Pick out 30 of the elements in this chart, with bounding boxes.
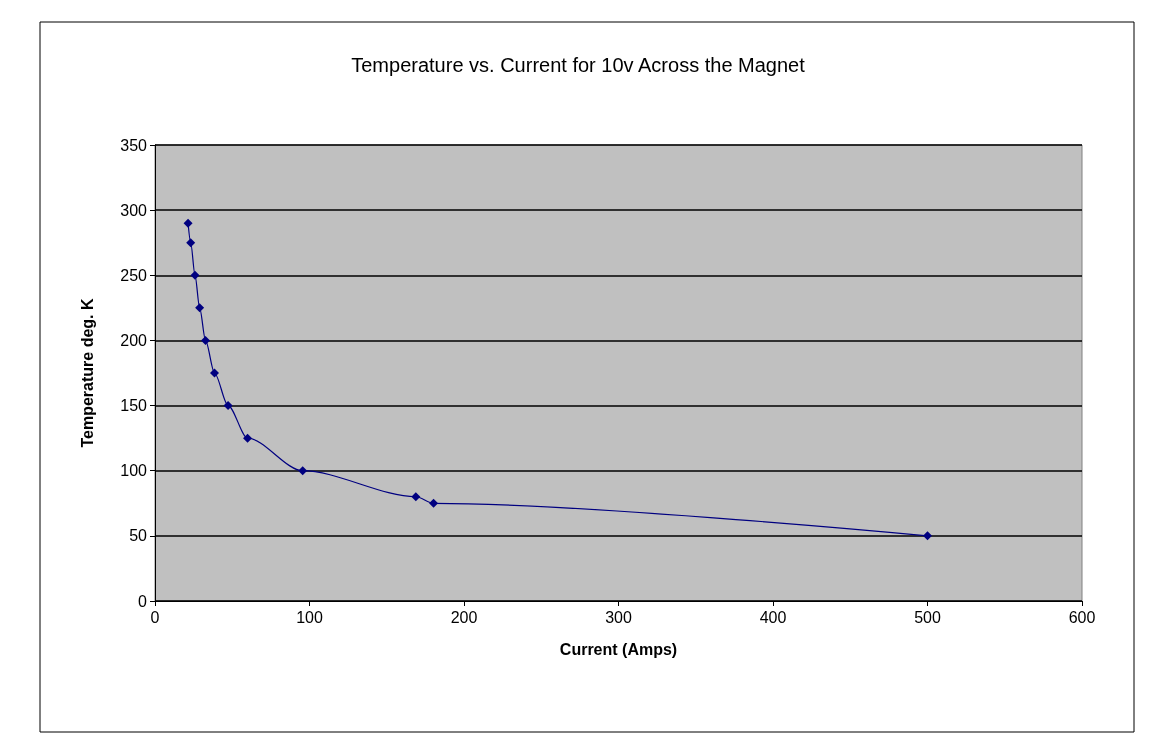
point xyxy=(429,498,439,508)
point xyxy=(186,238,196,248)
x-axis-title: Current (Amps) xyxy=(559,640,678,658)
x-tick-label: 300 xyxy=(605,608,632,626)
y-tick-label: 0 xyxy=(138,592,148,610)
point xyxy=(298,466,308,476)
y-axis-title: Temperature deg. K xyxy=(78,298,96,448)
x-tick-label: 600 xyxy=(1068,608,1096,626)
y-tick-label: 100 xyxy=(120,462,148,480)
x-tick-label: 0 xyxy=(150,608,160,626)
point xyxy=(201,335,211,345)
point xyxy=(209,368,219,378)
x-tick-label: 500 xyxy=(914,608,941,626)
y-tick-label: 200 xyxy=(120,331,148,349)
point xyxy=(923,531,932,541)
point xyxy=(243,433,253,443)
y-tick-label: 250 xyxy=(120,266,148,284)
point xyxy=(190,270,200,280)
x-tick-label: 200 xyxy=(450,608,478,626)
chart-title: Temperature vs. Current for 10v Across the Magnet xyxy=(351,54,806,76)
point xyxy=(195,303,205,313)
point xyxy=(223,401,233,411)
x-tick-label: 400 xyxy=(759,608,787,626)
y-tick-label: 300 xyxy=(120,201,148,219)
point xyxy=(183,218,193,228)
y-tick-label: 50 xyxy=(129,527,148,545)
point xyxy=(411,492,421,502)
y-tick-label: 350 xyxy=(120,136,148,154)
x-tick-label: 100 xyxy=(296,608,323,626)
y-tick-label: 150 xyxy=(120,397,148,415)
